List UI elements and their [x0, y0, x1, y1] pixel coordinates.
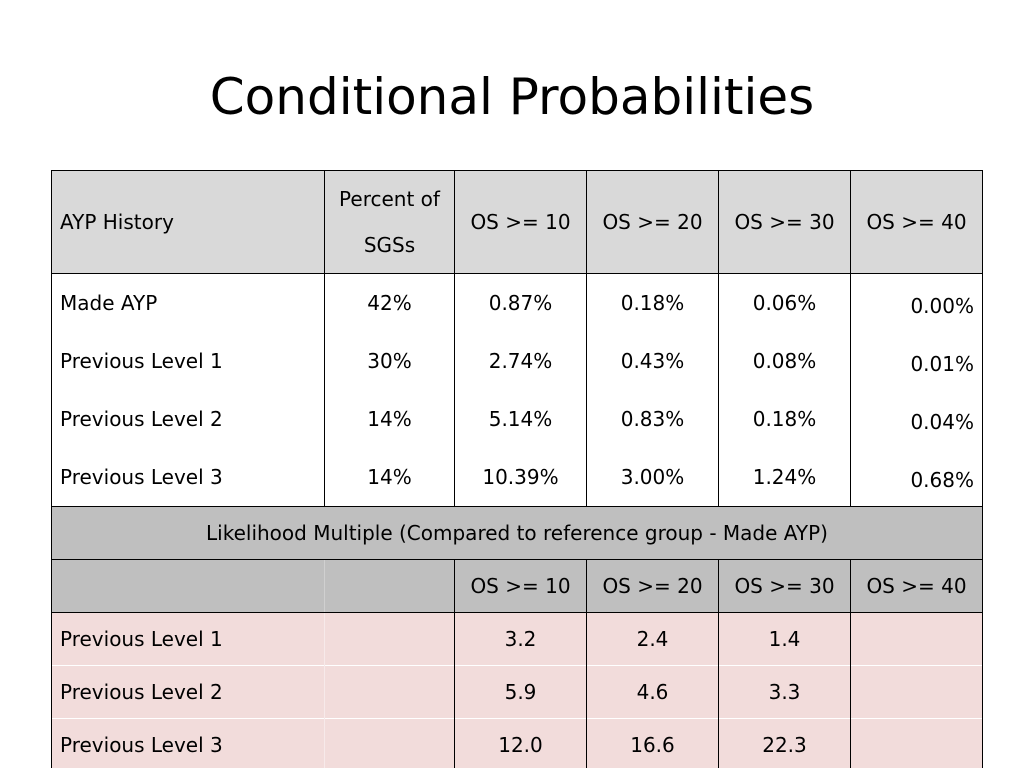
likelihood-row-label: Previous Level 2	[51, 665, 325, 719]
table-row: Made AYP 42% 0.87% 0.18% 0.06% 0.00%	[51, 273, 983, 332]
likelihood-banner-row: Likelihood Multiple (Compared to referen…	[51, 506, 983, 560]
likelihood-header-blank	[324, 559, 455, 613]
likelihood-row-os-10: 5.9	[454, 665, 587, 719]
row-os-40: 0.01%	[850, 332, 983, 390]
likelihood-row: Previous Level 2 5.9 4.6 3.3	[51, 665, 983, 719]
row-os-20: 0.83%	[586, 390, 719, 448]
likelihood-banner: Likelihood Multiple (Compared to referen…	[51, 506, 983, 560]
row-label: Previous Level 2	[51, 390, 325, 448]
likelihood-row-os-10: 12.0	[454, 718, 587, 768]
header-percent-of-sgss-label: Percent of SGSs	[339, 187, 440, 257]
likelihood-row-os-20: 16.6	[586, 718, 719, 768]
header-ayp-history: AYP History	[51, 170, 325, 274]
likelihood-row-percent	[324, 665, 455, 719]
row-os-10: 2.74%	[454, 332, 587, 390]
row-os-40: 0.00%	[850, 273, 983, 332]
row-os-40: 0.68%	[850, 448, 983, 507]
likelihood-header-row: OS >= 10 OS >= 20 OS >= 30 OS >= 40	[51, 559, 983, 613]
header-os-10: OS >= 10	[454, 170, 587, 274]
slide-title: Conditional Probabilities	[209, 68, 815, 126]
likelihood-row-label: Previous Level 3	[51, 718, 325, 768]
row-os-30: 0.08%	[718, 332, 851, 390]
likelihood-row-os-40	[850, 718, 983, 768]
row-percent: 42%	[324, 273, 455, 332]
likelihood-row-os-30: 22.3	[718, 718, 851, 768]
row-os-10: 10.39%	[454, 448, 587, 507]
likelihood-header-os-30: OS >= 30	[718, 559, 851, 613]
header-os-30: OS >= 30	[718, 170, 851, 274]
table-header-row: AYP History Percent of SGSs OS >= 10 OS …	[51, 170, 983, 274]
row-os-20: 3.00%	[586, 448, 719, 507]
row-percent: 30%	[324, 332, 455, 390]
likelihood-row-os-30: 3.3	[718, 665, 851, 719]
row-label: Previous Level 3	[51, 448, 325, 507]
likelihood-row-os-40	[850, 665, 983, 719]
row-os-20: 0.18%	[586, 273, 719, 332]
header-percent-of-sgss: Percent of SGSs	[324, 170, 455, 274]
table-row: Previous Level 2 14% 5.14% 0.83% 0.18% 0…	[51, 390, 983, 448]
row-label: Previous Level 1	[51, 332, 325, 390]
likelihood-row: Previous Level 3 12.0 16.6 22.3	[51, 718, 983, 768]
row-percent: 14%	[324, 390, 455, 448]
table-row: Previous Level 3 14% 10.39% 3.00% 1.24% …	[51, 448, 983, 507]
likelihood-row-os-20: 2.4	[586, 612, 719, 666]
likelihood-header-os-20: OS >= 20	[586, 559, 719, 613]
likelihood-row-label: Previous Level 1	[51, 612, 325, 666]
row-os-30: 0.06%	[718, 273, 851, 332]
row-os-40: 0.04%	[850, 390, 983, 448]
conditional-probabilities-table: AYP History Percent of SGSs OS >= 10 OS …	[51, 170, 983, 768]
table-row: Previous Level 1 30% 2.74% 0.43% 0.08% 0…	[51, 332, 983, 390]
row-os-10: 5.14%	[454, 390, 587, 448]
likelihood-row-os-20: 4.6	[586, 665, 719, 719]
header-os-40: OS >= 40	[850, 170, 983, 274]
likelihood-row-percent	[324, 718, 455, 768]
likelihood-header-blank	[51, 559, 325, 613]
likelihood-header-os-10: OS >= 10	[454, 559, 587, 613]
row-percent: 14%	[324, 448, 455, 507]
header-os-20: OS >= 20	[586, 170, 719, 274]
row-label: Made AYP	[51, 273, 325, 332]
row-os-20: 0.43%	[586, 332, 719, 390]
row-os-10: 0.87%	[454, 273, 587, 332]
row-os-30: 1.24%	[718, 448, 851, 507]
likelihood-header-os-40: OS >= 40	[850, 559, 983, 613]
likelihood-row-os-40	[850, 612, 983, 666]
row-os-30: 0.18%	[718, 390, 851, 448]
likelihood-row: Previous Level 1 3.2 2.4 1.4	[51, 612, 983, 666]
likelihood-row-os-30: 1.4	[718, 612, 851, 666]
likelihood-row-os-10: 3.2	[454, 612, 587, 666]
likelihood-row-percent	[324, 612, 455, 666]
